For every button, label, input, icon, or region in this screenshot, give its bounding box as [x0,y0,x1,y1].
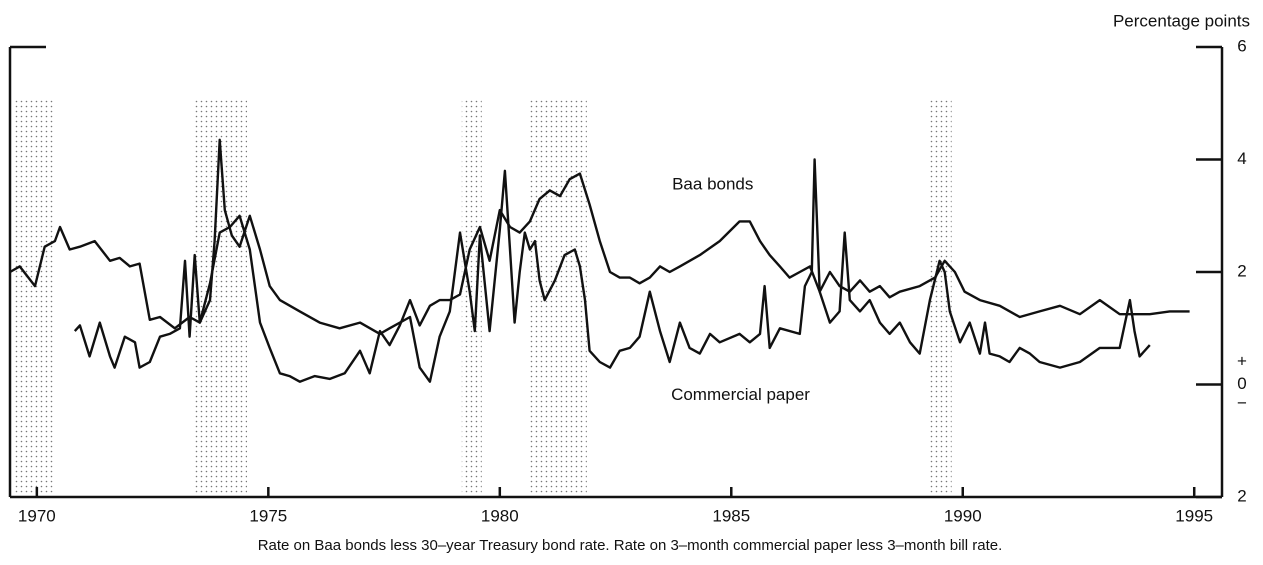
y-tick-label: 2 [1237,261,1246,280]
x-tick-label: 1970 [18,506,56,525]
y-tick-label: 2 [1237,486,1246,505]
sign-mark: + [1237,351,1247,370]
recession-band [461,100,482,495]
recession-band [529,100,587,495]
sign-mark: − [1237,394,1247,413]
y-axis-label: Percentage points [1113,11,1250,30]
x-tick-label: 1990 [944,506,982,525]
caption: Rate on Baa bonds less 30–year Treasury … [258,537,1003,554]
recession-band [192,100,248,495]
y-tick-label: 6 [1237,36,1246,55]
series-annotation: Baa bonds [672,174,753,193]
recession-band [929,100,952,495]
series-line [73,138,1151,383]
x-tick-label: 1995 [1175,506,1213,525]
x-tick-label: 1975 [249,506,287,525]
x-tick-label: 1985 [712,506,750,525]
y-tick-label: 4 [1237,149,1246,168]
y-tick-label: 0 [1237,374,1246,393]
series-annotation: Commercial paper [671,385,810,404]
recession-band [13,100,56,495]
series-line [9,172,1190,383]
x-tick-label: 1980 [481,506,519,525]
